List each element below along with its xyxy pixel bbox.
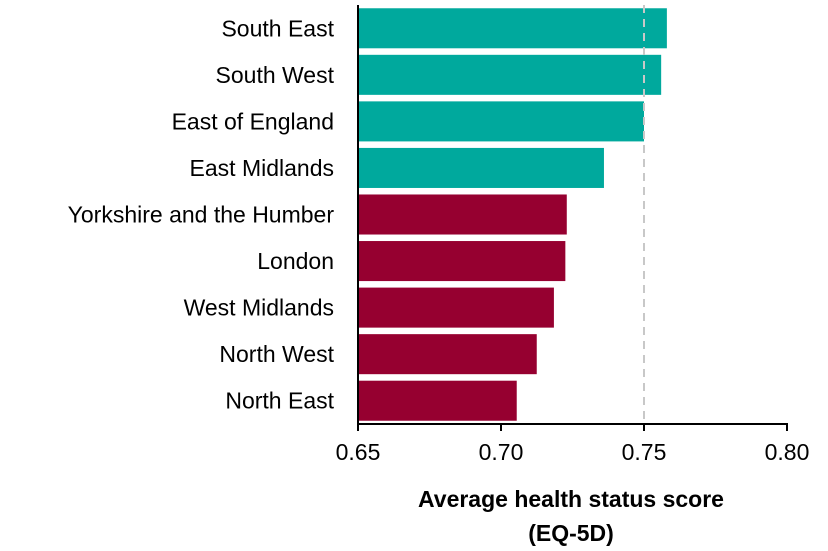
x-ticks: 0.65 0.70 0.75 0.80 [336, 424, 810, 465]
category-label-north-west: North West [219, 341, 334, 367]
bars-group [358, 8, 667, 421]
x-tick-label-0-75: 0.75 [622, 439, 667, 465]
category-labels: South East South West East of England East … [68, 15, 335, 413]
category-label-yorkshire-and-the-humber: Yorkshire and the Humber [68, 202, 335, 228]
category-label-west-midlands: West Midlands [184, 295, 334, 321]
bar-north-west [358, 334, 537, 375]
bar-south-west [358, 54, 662, 95]
category-label-london: London [257, 248, 334, 274]
x-tick-label-0-70: 0.70 [479, 439, 524, 465]
category-label-east-midlands: East Midlands [190, 155, 334, 181]
x-tick-label-0-80: 0.80 [765, 439, 810, 465]
bar-north-east [358, 380, 517, 421]
x-axis-title-line2: (EQ-5D) [528, 520, 614, 546]
bar-london [358, 241, 566, 282]
category-label-south-east: South East [221, 15, 334, 41]
bar-east-midlands [358, 147, 604, 188]
x-axis-title-line1: Average health status score [418, 486, 724, 512]
x-tick-label-0-65: 0.65 [336, 439, 381, 465]
category-label-north-east: North East [225, 388, 334, 414]
bar-yorkshire-and-the-humber [358, 194, 567, 235]
bar-east-of-england [358, 101, 644, 142]
bar-west-midlands [358, 287, 554, 328]
category-label-south-west: South West [216, 62, 335, 88]
bar-south-east [358, 8, 667, 49]
category-label-east-of-england: East of England [172, 108, 334, 134]
